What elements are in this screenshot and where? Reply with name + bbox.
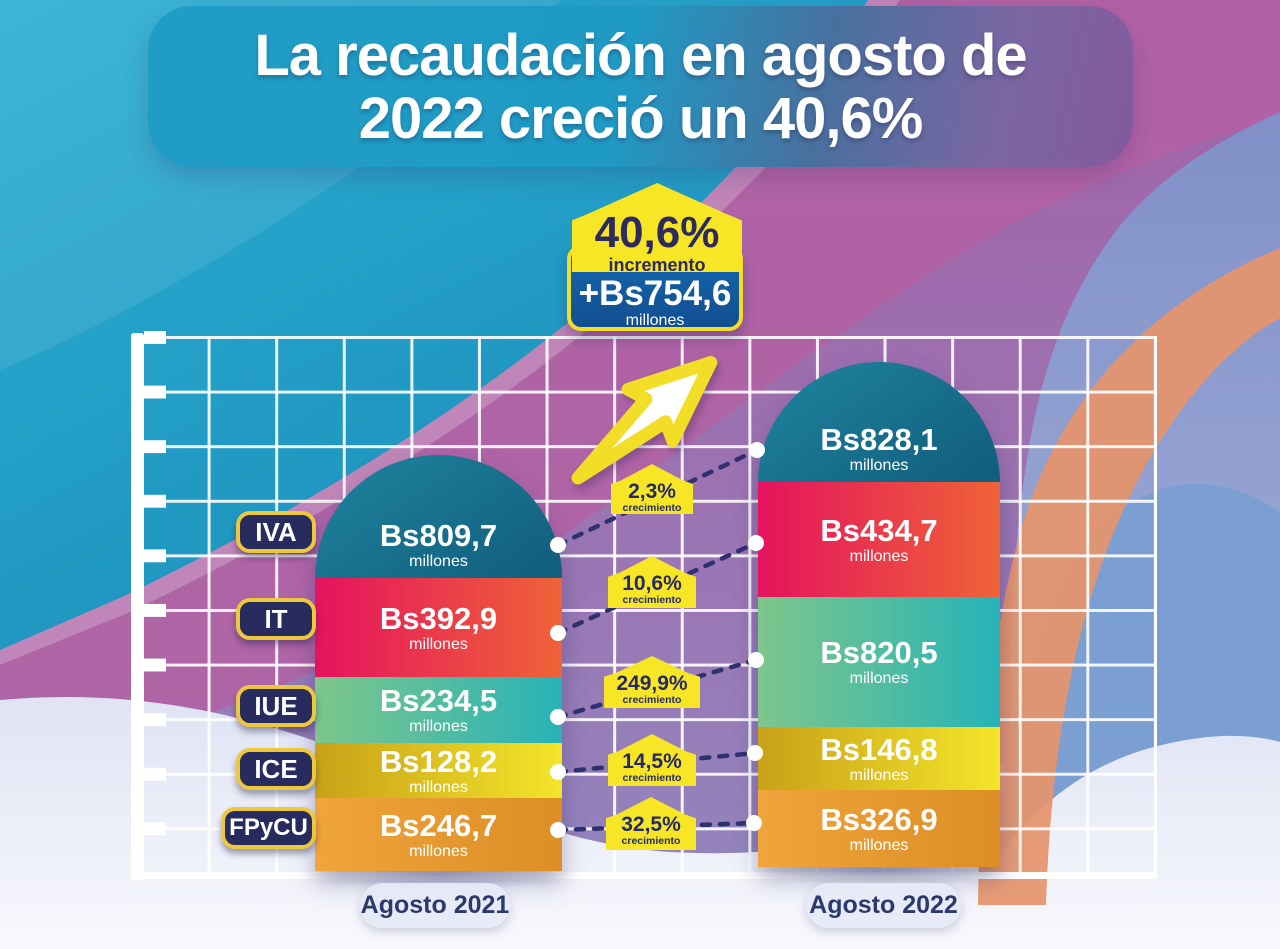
chart-axis-ticks	[144, 331, 166, 877]
segment-unit: millones	[849, 670, 909, 687]
title-panel: La recaudación en agosto de 2022 creció …	[148, 6, 1133, 167]
increase-amount-unit: millones	[625, 312, 685, 329]
increase-percent-badge: 40,6% incremento	[572, 183, 742, 272]
increase-percent-caption: incremento	[608, 255, 706, 275]
segment-value: Bs128,2	[379, 743, 498, 779]
segment-iue-2021: Bs234,5 millones	[315, 677, 562, 743]
column-label-2022: Agosto 2022	[806, 883, 961, 928]
year-label: Agosto 2021	[360, 891, 510, 919]
tax-label: IUE	[254, 690, 298, 721]
segment-value: Bs146,8	[820, 731, 938, 767]
chart-y-axis	[131, 333, 144, 880]
segment-value: Bs828,1	[820, 422, 938, 457]
segment-it-2022: Bs434,7 millones	[758, 482, 1000, 597]
tax-label-pill-iva: IVA	[236, 511, 316, 553]
tax-label: IT	[264, 603, 288, 634]
segment-value: Bs234,5	[379, 683, 498, 718]
segment-iue-2022: Bs820,5 millones	[758, 597, 1000, 727]
tax-label-pill-it: IT	[236, 598, 316, 640]
growth-caption: crecimiento	[622, 694, 682, 706]
segment-unit: millones	[409, 842, 468, 860]
segment-unit: millones	[849, 457, 909, 474]
tax-label: ICE	[254, 753, 298, 784]
tax-label-pill-fpycu: FPyCU	[221, 807, 316, 849]
segment-unit: millones	[409, 635, 468, 653]
segment-unit: millones	[409, 553, 468, 570]
segment-value: Bs809,7	[379, 518, 498, 553]
growth-caption: crecimiento	[622, 772, 682, 784]
growth-caption: crecimiento	[622, 502, 682, 514]
segment-unit: millones	[849, 836, 909, 854]
segment-unit: millones	[849, 766, 909, 784]
bar-2021: Bs809,7 millones Bs392,9 millones Bs234,…	[315, 455, 562, 871]
segment-unit: millones	[409, 778, 468, 796]
segment-fpycu-2021: Bs246,7 millones	[315, 798, 562, 871]
title-line-2: 2022 creció un 40,6%	[358, 86, 924, 151]
title-line-1: La recaudación en agosto de	[254, 23, 1027, 88]
segment-ice-2022: Bs146,8 millones	[758, 727, 1000, 790]
increase-amount-value: +Bs754,6	[578, 274, 732, 313]
page-title: La recaudación en agosto de 2022 creció …	[148, 6, 1133, 150]
segment-it-2021: Bs392,9 millones	[315, 578, 562, 677]
segment-value: Bs392,9	[379, 600, 498, 636]
segment-unit: millones	[409, 718, 468, 735]
tax-label-pill-ice: ICE	[236, 748, 316, 790]
increase-percent-value: 40,6%	[594, 208, 720, 257]
segment-ice-2021: Bs128,2 millones	[315, 743, 562, 798]
segment-value: Bs434,7	[820, 512, 938, 548]
segment-fpycu-2022: Bs326,9 millones	[758, 790, 1000, 867]
segment-value: Bs246,7	[379, 807, 498, 843]
segment-value: Bs326,9	[820, 801, 938, 837]
bar-2022: Bs828,1 millones Bs434,7 millones Bs820,…	[758, 362, 1000, 867]
growth-caption: crecimiento	[622, 594, 682, 606]
segment-unit: millones	[849, 547, 909, 565]
column-label-2021: Agosto 2021	[360, 883, 510, 928]
year-label: Agosto 2022	[809, 891, 958, 919]
tax-label: FPyCU	[229, 814, 308, 841]
segment-value: Bs820,5	[820, 635, 938, 670]
tax-label-pill-iue: IUE	[236, 685, 316, 727]
tax-label: IVA	[255, 516, 297, 547]
growth-caption: crecimiento	[621, 835, 681, 847]
